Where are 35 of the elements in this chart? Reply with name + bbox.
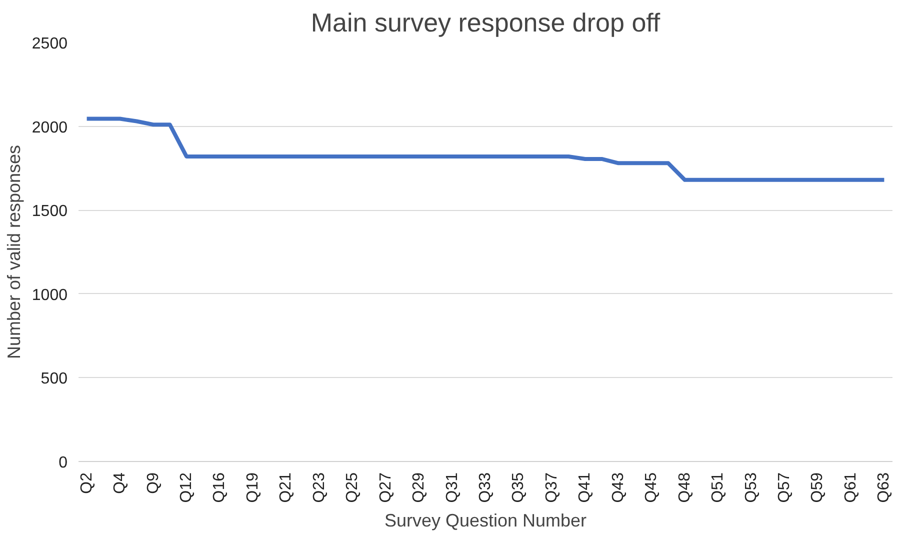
x-tick-label: Q45	[643, 472, 660, 503]
x-tick-label: Q43	[610, 472, 627, 503]
y-tick-label: 2000	[32, 119, 68, 136]
x-tick-label: Q27	[377, 472, 394, 503]
x-tick-label: Q59	[809, 472, 826, 503]
x-tick-label: Q9	[144, 472, 162, 494]
x-tick-label: Q19	[244, 472, 262, 503]
x-tick-label: Q61	[842, 472, 860, 503]
y-tick-label: 0	[58, 454, 68, 472]
x-tick-label: Q29	[410, 472, 428, 503]
y-tick-label: 1000	[32, 286, 68, 304]
x-tick-label: Q41	[576, 472, 594, 503]
y-tick-label: 2500	[32, 36, 68, 52]
y-axis-title: Number of valid responses	[4, 144, 24, 360]
y-tick-label: 1500	[32, 203, 68, 220]
y-tick-label: 500	[40, 370, 68, 388]
x-axis-title: Survey Question Number	[384, 510, 587, 531]
x-tick-label: Q51	[710, 472, 727, 503]
x-tick-label: Q63	[876, 472, 893, 503]
x-tick-label: Q33	[477, 472, 494, 503]
x-tick-label: Q21	[278, 472, 295, 503]
x-tick-label: Q12	[178, 472, 195, 503]
line-series	[84, 116, 886, 182]
x-tick-label: Q2	[78, 472, 96, 494]
chart-title: Main survey response drop off	[310, 8, 661, 38]
x-tick-label: Q35	[510, 472, 528, 503]
x-tick-label: Q53	[742, 472, 760, 503]
x-tick-label: Q25	[344, 472, 362, 503]
x-tick-label: Q23	[310, 472, 328, 503]
x-tick-label: Q37	[543, 472, 560, 503]
x-tick-label: Q4	[112, 472, 129, 494]
x-tick-label: Q48	[676, 472, 694, 503]
x-tick-label: Q31	[444, 472, 461, 503]
x-tick-label: Q57	[776, 472, 794, 503]
x-tick-label: Q16	[211, 472, 228, 503]
